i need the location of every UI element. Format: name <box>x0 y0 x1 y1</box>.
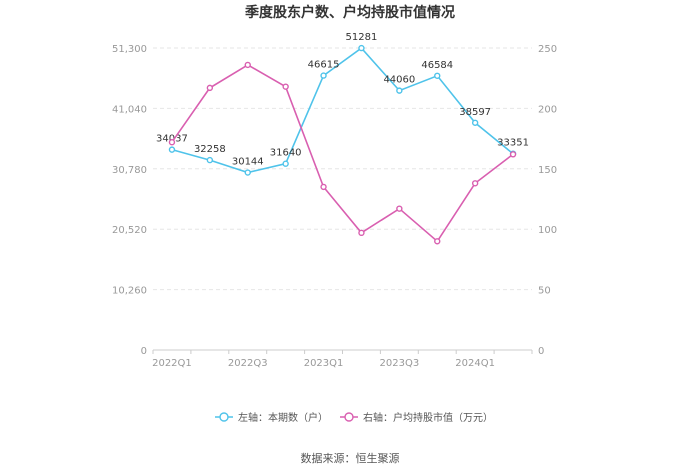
y-right-tick-label: 0 <box>538 346 544 357</box>
x-axis: 2022Q1 2022Q3 2023Q1 2023Q3 2024Q1 <box>152 349 533 369</box>
data-label: 51281 <box>346 32 378 43</box>
data-point <box>434 238 441 245</box>
data-label: 32258 <box>194 144 226 155</box>
data-point <box>282 160 289 167</box>
data-point <box>396 205 403 212</box>
legend-label: 右轴：户均持股市值（万元） <box>363 411 493 424</box>
x-tick-label: 2023Q3 <box>380 358 420 369</box>
y-left-tick-label: 30,780 <box>112 165 147 176</box>
y-left-tick-label: 51,300 <box>112 44 147 55</box>
y-right-tick-label: 250 <box>538 44 557 55</box>
source-note: 数据来源：恒生聚源 <box>301 451 400 465</box>
grid-lines <box>153 47 532 351</box>
y-axis-right: 0 50 100 150 200 250 <box>538 44 557 357</box>
data-label: 46615 <box>308 60 340 71</box>
data-label: 30144 <box>232 157 264 168</box>
data-label: 46584 <box>421 60 453 71</box>
y-axis-left: 0 10,260 20,520 30,780 41,040 51,300 <box>112 44 147 357</box>
y-left-tick-label: 41,040 <box>112 104 147 115</box>
y-right-tick-label: 200 <box>538 104 557 115</box>
y-right-tick-label: 100 <box>538 225 557 236</box>
data-label: 31640 <box>270 148 302 159</box>
data-label: 44060 <box>383 75 415 86</box>
data-point <box>168 146 176 153</box>
x-tick-label: 2023Q1 <box>304 358 344 369</box>
y-right-tick-label: 150 <box>538 165 557 176</box>
data-point <box>206 84 214 92</box>
data-point <box>320 72 327 79</box>
data-point <box>509 151 517 158</box>
series-line-1 <box>171 47 514 174</box>
series-layer: 3403732258301443164046615512814406046584… <box>156 32 529 245</box>
data-point <box>471 119 479 126</box>
y-left-tick-label: 20,520 <box>112 225 147 236</box>
data-point <box>320 183 327 191</box>
data-point <box>471 180 479 187</box>
legend-swatch-marker <box>219 412 229 422</box>
y-left-tick-label: 10,260 <box>112 286 147 297</box>
data-point <box>358 44 365 52</box>
legend-label: 左轴：本期数（户） <box>238 411 328 424</box>
data-point <box>168 139 176 146</box>
data-label: 33351 <box>497 138 529 149</box>
y-left-tick-label: 0 <box>141 346 147 357</box>
x-tick-label: 2024Q1 <box>455 358 495 369</box>
data-label: 38597 <box>459 107 491 118</box>
data-point <box>206 156 214 164</box>
data-point <box>244 61 251 69</box>
series-line-2 <box>171 63 514 243</box>
data-point <box>396 87 403 94</box>
data-point <box>282 83 289 90</box>
chart-title: 季度股东户数、户均持股市值情况 <box>244 4 455 21</box>
data-point <box>244 169 251 176</box>
y-right-tick-label: 50 <box>538 286 551 297</box>
x-tick-label: 2022Q1 <box>152 358 192 369</box>
data-point <box>434 72 441 79</box>
x-tick-label: 2022Q3 <box>228 358 268 369</box>
data-point <box>358 229 365 237</box>
legend-swatch-marker <box>344 412 354 422</box>
legend: 左轴：本期数（户） 右轴：户均持股市值（万元） <box>215 411 493 424</box>
